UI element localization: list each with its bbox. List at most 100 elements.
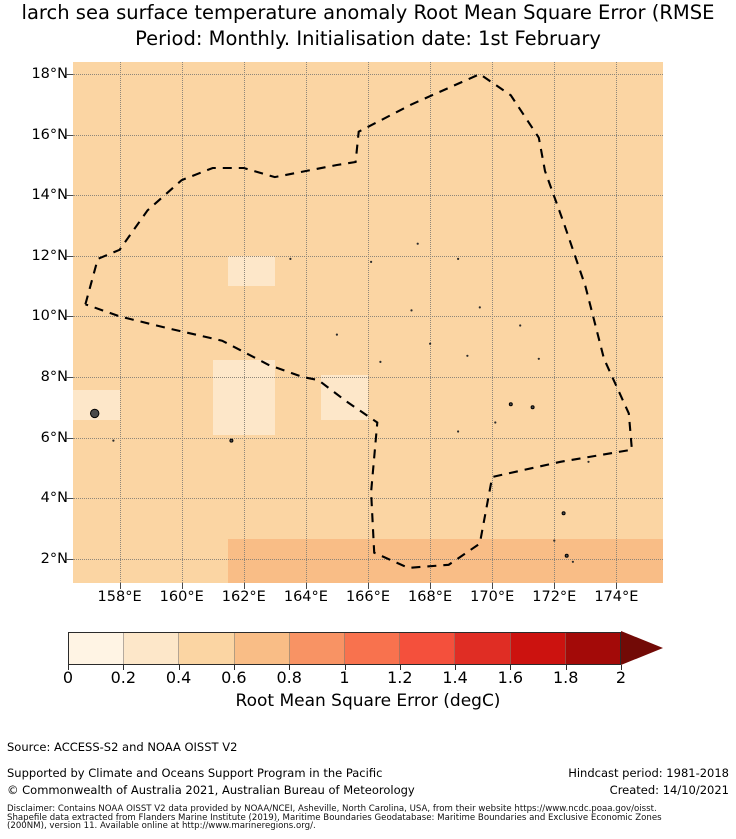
raster-cell	[430, 568, 447, 583]
raster-cell	[212, 359, 229, 376]
raster-cell	[305, 404, 322, 420]
raster-cell	[181, 389, 198, 405]
raster-cell	[119, 210, 136, 227]
raster-cell	[336, 359, 354, 376]
raster-cell	[212, 225, 229, 242]
raster-cell	[569, 463, 586, 480]
raster-cell	[274, 404, 291, 420]
raster-cell	[305, 449, 322, 465]
raster-cell	[430, 285, 447, 301]
raster-cell	[430, 419, 447, 435]
raster-cell	[88, 255, 105, 271]
raster-cell	[414, 374, 431, 391]
raster-cell	[305, 359, 322, 376]
raster-cell	[181, 240, 198, 257]
raster-cell	[321, 300, 338, 316]
raster-cell	[243, 374, 260, 391]
raster-cell	[616, 553, 633, 569]
raster-cell	[166, 508, 183, 525]
raster-cell	[585, 255, 602, 271]
raster-cell	[383, 449, 400, 465]
raster-cell	[399, 404, 416, 420]
raster-cell	[585, 463, 602, 480]
raster-cell	[445, 508, 462, 525]
raster-cell	[523, 538, 540, 554]
raster-cell	[321, 210, 338, 227]
raster-cell	[523, 270, 540, 286]
raster-cell	[476, 538, 493, 554]
raster-cell	[492, 329, 509, 346]
raster-cell	[600, 523, 617, 539]
raster-cell	[150, 210, 167, 227]
raster-cell	[600, 285, 617, 301]
reef-speck	[494, 421, 497, 424]
raster-cell	[352, 508, 369, 525]
raster-cell	[616, 493, 633, 510]
raster-cell	[383, 374, 400, 391]
raster-cell	[243, 255, 260, 271]
raster-cell	[274, 553, 291, 569]
raster-cell	[399, 300, 416, 316]
raster-cell	[569, 344, 586, 361]
raster-cell	[166, 493, 183, 510]
raster-cell	[228, 315, 245, 331]
raster-cell	[352, 300, 369, 316]
raster-cell	[476, 404, 493, 420]
raster-cell	[73, 285, 90, 301]
raster-cell	[212, 404, 229, 420]
raster-cell	[538, 374, 555, 391]
raster-cell	[430, 315, 447, 331]
raster-cell	[631, 568, 649, 583]
raster-cell	[150, 538, 167, 554]
raster-cell	[523, 359, 540, 376]
raster-cell	[104, 329, 121, 346]
source-text: Source: ACCESS-S2 and NOAA OISST V2	[7, 740, 238, 754]
raster-cell	[290, 568, 307, 583]
raster-cell	[166, 463, 183, 480]
island-speck-east-2	[530, 405, 535, 410]
raster-cell	[600, 270, 617, 286]
raster-cell	[631, 389, 649, 405]
reef-speck	[457, 430, 460, 433]
raster-cell	[73, 210, 90, 227]
raster-cell	[88, 315, 105, 331]
raster-cell	[321, 523, 338, 539]
raster-cell	[243, 270, 260, 286]
raster-cell	[631, 538, 649, 554]
y-tick-mark	[66, 255, 73, 257]
colorbar-tick-label: 2	[615, 668, 627, 687]
raster-cell	[538, 270, 555, 286]
raster-cell	[150, 419, 167, 435]
raster-cell	[476, 300, 493, 316]
raster-cell	[554, 419, 571, 435]
raster-cell	[166, 478, 183, 495]
raster-cell	[119, 359, 136, 376]
reef-speck	[519, 324, 522, 327]
raster-cell	[336, 538, 354, 554]
raster-cell	[383, 538, 400, 554]
raster-cell	[523, 210, 540, 227]
raster-cell	[352, 255, 369, 271]
raster-cell	[383, 329, 400, 346]
raster-cell	[414, 210, 431, 227]
raster-cell	[104, 225, 121, 242]
raster-cell	[523, 419, 540, 435]
raster-cell	[352, 329, 369, 346]
raster-cell	[647, 463, 663, 480]
raster-cell	[243, 359, 260, 376]
raster-cell	[228, 389, 245, 405]
raster-cell	[88, 285, 105, 301]
raster-cell	[538, 523, 555, 539]
raster-cell	[73, 553, 90, 569]
created-date-text: Created: 14/10/2021	[609, 783, 729, 797]
y-tick-mark	[66, 316, 73, 318]
raster-cell	[305, 300, 322, 316]
raster-cell	[461, 270, 478, 286]
raster-cell	[274, 344, 291, 361]
raster-cell	[88, 568, 105, 583]
y-tick-label: 4°N	[40, 490, 68, 507]
colorbar-bin	[124, 633, 180, 664]
raster-cell	[181, 553, 198, 569]
raster-cell	[476, 240, 493, 257]
raster-cell	[150, 568, 167, 583]
